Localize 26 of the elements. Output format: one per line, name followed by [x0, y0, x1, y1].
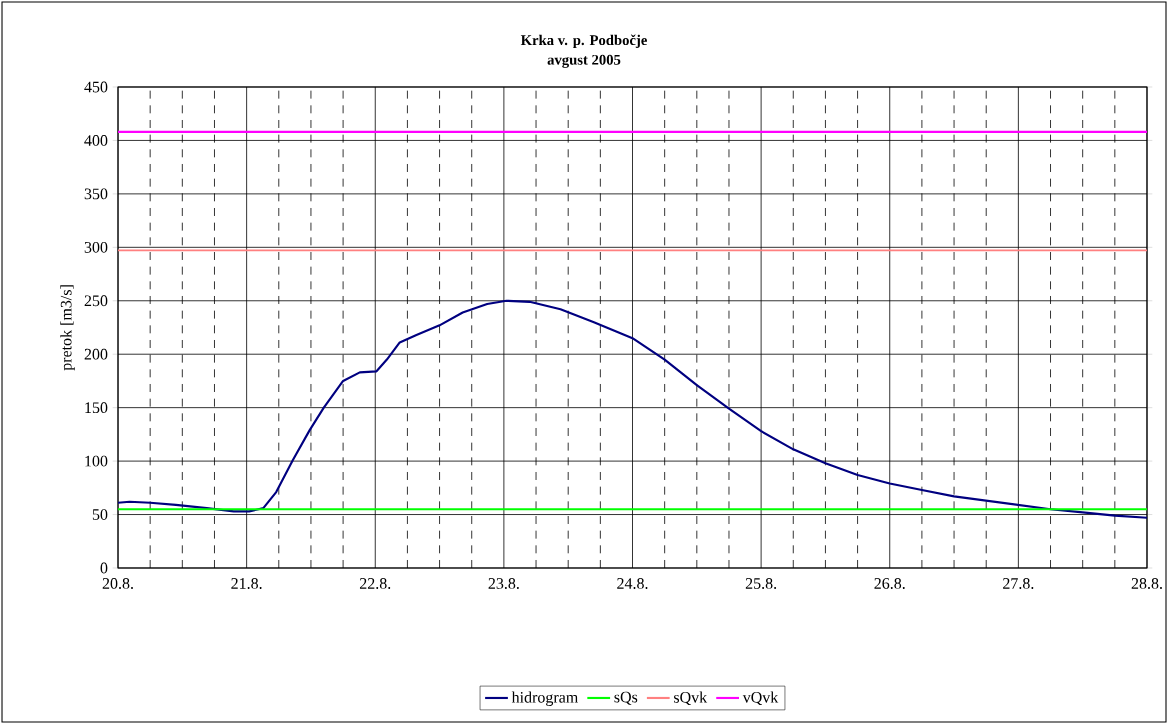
y-axis-title: pretok [m3/s] — [60, 285, 75, 371]
y-tick-label: 400 — [84, 135, 108, 146]
y-tick-label: 300 — [84, 241, 108, 253]
x-tick-label: 26.8. — [874, 578, 905, 589]
x-tick-label: 22.8. — [359, 578, 391, 589]
y-tick-label: 100 — [85, 455, 108, 467]
y-tick-label: 150 — [85, 402, 108, 414]
chart-subtitle: avgust 2005 — [547, 54, 621, 68]
y-tick-label: 250 — [84, 295, 108, 307]
legend-label: vQvk — [742, 691, 779, 706]
y-tick-label: 50 — [92, 509, 108, 520]
y-tick-label: 450 — [84, 81, 108, 93]
y-tick-label: 0 — [100, 562, 108, 574]
x-tick-label: 27.8. — [1003, 578, 1034, 589]
x-tick-label: 23.8. — [488, 578, 519, 589]
y-tick-label: 350 — [84, 188, 108, 200]
x-tick-label: 25.8. — [745, 578, 777, 589]
chart-title: Krka v. p. Podbočje — [520, 34, 647, 49]
legend-label: sQs — [614, 691, 638, 705]
x-tick-label: 28.8. — [1131, 578, 1162, 589]
x-tick-label: 20.8. — [102, 578, 133, 589]
legend-label: sQvk — [674, 691, 708, 706]
x-tick-label: 24.8. — [617, 578, 648, 589]
legend-label: hidrogram — [511, 691, 579, 706]
y-tick-label: 200 — [84, 348, 108, 360]
x-tick-label: 21.8. — [231, 578, 262, 589]
